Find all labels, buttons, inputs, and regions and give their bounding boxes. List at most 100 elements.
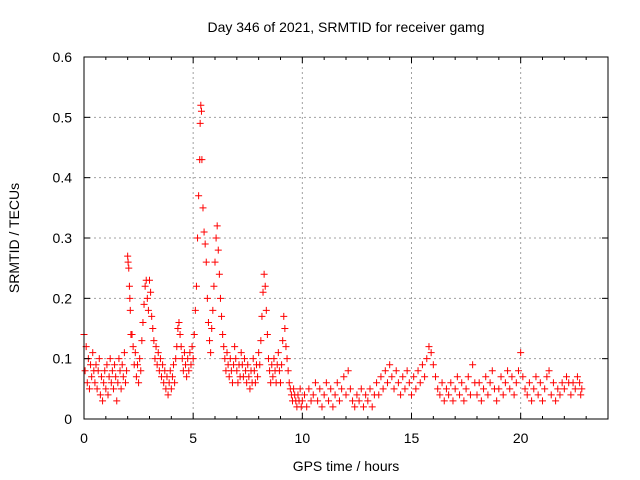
data-point (187, 361, 195, 369)
data-point (148, 312, 156, 320)
data-point (469, 361, 477, 369)
data-point (282, 343, 290, 351)
data-point (237, 349, 245, 357)
data-point (383, 379, 391, 387)
data-point (244, 361, 252, 369)
data-point (447, 379, 455, 387)
data-point (240, 355, 248, 363)
data-point (159, 361, 167, 369)
data-point (401, 385, 409, 393)
data-point (164, 391, 172, 399)
data-point (381, 367, 389, 375)
data-point (294, 391, 302, 399)
data-point (303, 403, 311, 411)
data-point (456, 391, 464, 399)
data-point (109, 385, 117, 393)
data-point (577, 391, 585, 399)
data-point (335, 397, 343, 405)
data-point (246, 385, 254, 393)
data-point (183, 373, 191, 381)
y-tick-label: 0.5 (53, 109, 73, 125)
y-tick-label: 0.2 (53, 290, 73, 306)
data-point (285, 379, 293, 387)
data-point (506, 385, 514, 393)
data-point (373, 379, 381, 387)
data-point (97, 373, 105, 381)
data-point (349, 397, 357, 405)
data-point (216, 294, 224, 302)
data-point (359, 403, 367, 411)
data-point (112, 373, 120, 381)
data-point (364, 397, 372, 405)
data-point (316, 385, 324, 393)
data-point (280, 312, 288, 320)
data-point (362, 391, 370, 399)
data-point (245, 373, 253, 381)
data-point (392, 367, 400, 375)
data-point (143, 294, 151, 302)
data-point (460, 397, 468, 405)
data-point (149, 325, 157, 332)
data-point (258, 312, 266, 320)
data-point (114, 379, 122, 387)
data-point (493, 397, 501, 405)
data-point (473, 391, 481, 399)
data-point (512, 379, 520, 387)
data-point (340, 373, 348, 381)
data-point (504, 367, 512, 375)
data-point (108, 367, 116, 375)
data-point (269, 373, 277, 381)
data-point (81, 367, 89, 375)
data-point (196, 119, 204, 127)
data-point (563, 373, 571, 381)
data-point (197, 101, 205, 109)
data-point (102, 385, 110, 393)
data-point (547, 391, 555, 399)
data-point (141, 282, 149, 290)
chart-title: Day 346 of 2021, SRMTID for receiver gam… (207, 19, 484, 35)
data-point (131, 349, 139, 357)
data-point (499, 391, 507, 399)
data-point (296, 385, 304, 393)
data-point (119, 373, 127, 381)
data-point (333, 379, 341, 387)
data-point (166, 367, 174, 375)
data-point (175, 318, 183, 326)
data-point (270, 355, 278, 363)
data-point (211, 258, 219, 266)
data-point (126, 306, 134, 314)
data-point (432, 373, 440, 381)
data-point (111, 361, 119, 369)
data-point (107, 379, 115, 387)
data-point (139, 318, 147, 326)
data-point (534, 391, 542, 399)
x-tick-labels: 0 5 10 15 20 (80, 430, 529, 446)
data-point (416, 379, 424, 387)
data-point (138, 337, 146, 345)
data-point (208, 325, 216, 332)
data-point (475, 379, 483, 387)
data-point (342, 391, 350, 399)
data-point (388, 373, 396, 381)
data-point (390, 385, 398, 393)
data-point (484, 391, 492, 399)
data-point (281, 325, 289, 332)
data-point (213, 222, 221, 230)
data-point (259, 288, 267, 296)
data-point (152, 343, 160, 351)
data-point (549, 379, 557, 387)
data-point (88, 373, 96, 381)
data-point (530, 385, 538, 393)
data-point (488, 367, 496, 375)
axis-ticks (83, 56, 608, 420)
data-point (514, 367, 522, 375)
data-point (375, 391, 383, 399)
data-point (412, 385, 420, 393)
data-point (123, 367, 131, 375)
data-point (154, 349, 162, 357)
data-point (195, 192, 203, 200)
data-point (495, 385, 503, 393)
data-point (578, 385, 586, 393)
data-point (140, 300, 148, 308)
